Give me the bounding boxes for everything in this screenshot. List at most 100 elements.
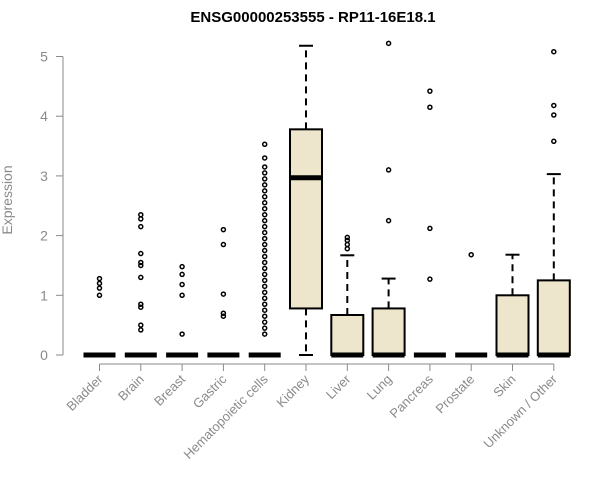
outlier-point [261, 235, 268, 242]
outlier-point [261, 164, 268, 170]
outlier-point [427, 276, 433, 282]
box-bladder [83, 275, 116, 358]
box-hematopoietic-cells [248, 141, 281, 358]
y-axis: 0 1 2 3 4 5 [40, 49, 64, 363]
box-brain [124, 211, 157, 358]
outlier-point [96, 285, 103, 291]
outlier-point [261, 301, 268, 308]
outlier-point [261, 200, 268, 206]
outlier-point [261, 229, 268, 236]
outlier-point [138, 216, 144, 222]
x-tick-label: Pancreas [387, 371, 437, 421]
outlier-point [261, 141, 268, 148]
box-breast [166, 263, 199, 358]
outlier-point [138, 322, 144, 328]
box-liver [330, 234, 365, 358]
outlier-point [138, 301, 144, 308]
y-tick-label: 2 [40, 228, 48, 244]
x-tick-label: Liver [323, 371, 354, 402]
outlier-point [261, 307, 268, 313]
outlier-point [385, 40, 392, 47]
outlier-point [261, 155, 268, 161]
y-tick-label: 3 [40, 168, 48, 184]
box-body [330, 314, 365, 357]
boxes-layer [83, 40, 571, 358]
outlier-point [179, 281, 185, 288]
outlier-point [261, 170, 268, 176]
outlier-point [138, 327, 144, 333]
outlier-point [96, 275, 103, 282]
outlier-point [427, 104, 433, 110]
outlier-point [344, 245, 351, 252]
outlier-point [551, 48, 557, 55]
y-axis-label: Expression [0, 165, 15, 234]
box-body [495, 294, 530, 356]
outlier-point [179, 331, 185, 337]
outlier-point [261, 325, 268, 331]
outlier-point [138, 250, 144, 257]
outlier-point [261, 283, 268, 290]
x-tick-label: Prostate [432, 372, 477, 417]
chart-title: ENSG00000253555 - RP11-16E18.1 [190, 9, 435, 26]
outlier-point [220, 241, 227, 248]
outlier-point [261, 289, 268, 296]
outlier-point [220, 313, 227, 319]
outlier-point [344, 237, 351, 244]
outlier-point [427, 225, 433, 232]
outlier-point [261, 265, 268, 272]
outlier-point [96, 280, 103, 287]
box-body [536, 279, 571, 356]
outlier-point [220, 310, 227, 316]
outlier-point [344, 241, 351, 248]
outlier-point [261, 295, 268, 302]
outlier-point [261, 194, 268, 200]
outlier-point [261, 182, 268, 188]
box-prostate [455, 251, 488, 358]
outlier-point [138, 304, 144, 310]
x-tick-label: Unknown / Other [480, 371, 560, 451]
y-tick-label: 0 [40, 347, 48, 363]
outlier-point [551, 138, 557, 145]
outlier-point [179, 263, 185, 270]
outlier-point [220, 226, 227, 233]
outlier-point [261, 188, 268, 194]
x-tick-label: Skin [490, 372, 518, 400]
box-pancreas [413, 88, 446, 358]
outlier-point [344, 234, 351, 241]
outlier-point [385, 217, 392, 224]
box-gastric [207, 226, 240, 358]
x-tick-label: Brain [115, 372, 147, 404]
outlier-point [138, 223, 144, 230]
outlier-point [261, 277, 268, 284]
outlier-point [261, 223, 268, 230]
x-tick-label: Lung [364, 372, 395, 403]
box-body [371, 307, 406, 356]
outlier-point [261, 176, 268, 182]
y-tick-label: 5 [40, 49, 48, 65]
box-skin [495, 253, 530, 358]
x-tick-label: Bladder [63, 371, 106, 414]
outlier-point [551, 112, 557, 118]
outlier-point [138, 274, 144, 281]
outlier-point [138, 262, 144, 269]
outlier-point [427, 88, 433, 94]
outlier-point [261, 253, 268, 260]
x-tick-label: Kidney [273, 371, 312, 410]
outlier-point [261, 259, 268, 266]
x-tick-label: Gastric [190, 371, 230, 411]
outlier-point [385, 167, 392, 173]
outlier-point [96, 292, 103, 299]
outlier-point [138, 211, 144, 218]
outlier-point [551, 102, 557, 109]
outlier-point [261, 331, 268, 337]
outlier-point [261, 217, 268, 224]
box-body [289, 128, 323, 310]
outlier-point [261, 247, 268, 254]
y-tick-label: 4 [40, 108, 48, 124]
outlier-point [138, 259, 144, 266]
box-unknown-other [536, 48, 571, 358]
outlier-point [261, 211, 268, 218]
outlier-point [179, 271, 185, 278]
